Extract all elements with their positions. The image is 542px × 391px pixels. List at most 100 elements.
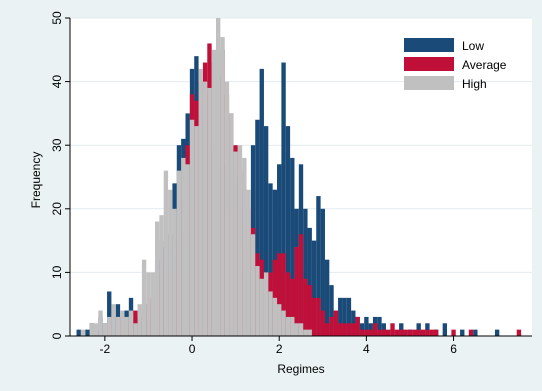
bar-high bbox=[172, 208, 177, 336]
bar-average bbox=[399, 329, 404, 336]
bar-high bbox=[307, 329, 312, 336]
bar-low bbox=[316, 196, 321, 336]
bar-low bbox=[277, 164, 282, 336]
bar-low bbox=[338, 297, 343, 336]
y-tick-label: 40 bbox=[50, 75, 64, 89]
bar-low bbox=[346, 297, 352, 336]
bar-high bbox=[290, 316, 295, 336]
bar-average bbox=[277, 253, 282, 336]
bar-low bbox=[259, 68, 264, 336]
legend-label-low: Low bbox=[462, 39, 484, 53]
y-axis-title: Frequency bbox=[29, 152, 43, 209]
bar-high bbox=[202, 81, 208, 336]
legend-swatch-high bbox=[404, 76, 454, 90]
bar-low bbox=[320, 208, 325, 336]
x-tick-label: 0 bbox=[189, 342, 196, 356]
bar-low bbox=[460, 329, 465, 336]
bar-low bbox=[329, 285, 334, 336]
bar-average bbox=[381, 329, 386, 336]
bar-average bbox=[372, 323, 378, 336]
bar-average bbox=[307, 285, 312, 336]
bar-high bbox=[80, 329, 86, 336]
bar-low bbox=[268, 183, 273, 336]
bar-average bbox=[364, 329, 369, 336]
x-axis-title: Regimes bbox=[277, 362, 324, 376]
bar-high bbox=[150, 272, 155, 336]
bar-low bbox=[307, 227, 312, 336]
bar-low bbox=[263, 126, 269, 337]
bar-average bbox=[359, 329, 365, 336]
axis-ticks: -2 0 2 4 6 0 10 20 30 40 50 bbox=[50, 11, 457, 356]
bar-high bbox=[198, 68, 203, 336]
bar-high bbox=[159, 215, 164, 336]
bar-average bbox=[377, 329, 382, 336]
bar-average bbox=[390, 323, 395, 336]
bar-average bbox=[351, 323, 356, 336]
bar-high bbox=[255, 266, 260, 336]
bar-high bbox=[298, 323, 304, 336]
bar-high bbox=[154, 221, 160, 336]
x-tick-label: -2 bbox=[100, 342, 111, 356]
bar-high bbox=[146, 272, 151, 336]
bar-average bbox=[281, 253, 286, 336]
bar-high bbox=[137, 304, 142, 336]
x-tick-label: 6 bbox=[450, 342, 457, 356]
histogram-bars bbox=[76, 18, 522, 337]
bar-high bbox=[220, 37, 225, 336]
bar-high bbox=[163, 170, 169, 336]
bar-average bbox=[333, 310, 339, 336]
bar-average bbox=[285, 272, 291, 336]
bar-average bbox=[403, 329, 408, 336]
bar-high bbox=[93, 323, 99, 336]
bar-average bbox=[303, 278, 308, 336]
y-tick-label: 50 bbox=[50, 11, 64, 25]
bar-average bbox=[355, 316, 360, 336]
bar-low bbox=[494, 329, 500, 336]
bar-average bbox=[433, 329, 439, 336]
bar-high bbox=[207, 87, 212, 337]
bar-high bbox=[216, 18, 221, 336]
bar-high bbox=[120, 310, 125, 336]
bar-high bbox=[189, 119, 195, 336]
y-tick-label: 0 bbox=[50, 332, 64, 339]
bar-high bbox=[141, 259, 147, 336]
legend-swatch-average bbox=[404, 57, 454, 71]
bar-high bbox=[277, 304, 282, 336]
bar-low bbox=[342, 297, 347, 336]
bar-high bbox=[285, 316, 291, 336]
legend-label-average: Average bbox=[462, 58, 507, 72]
bar-low bbox=[364, 316, 369, 336]
bar-low bbox=[285, 126, 291, 337]
bar-average bbox=[294, 246, 299, 336]
bar-average bbox=[338, 323, 343, 336]
bar-average bbox=[290, 278, 295, 336]
bar-high bbox=[242, 157, 247, 336]
bar-high bbox=[89, 323, 94, 336]
bar-average bbox=[385, 329, 391, 336]
legend: Low Average High bbox=[404, 38, 507, 91]
y-tick-label: 30 bbox=[50, 138, 64, 152]
bar-average bbox=[412, 329, 417, 336]
bar-high bbox=[294, 323, 299, 336]
bar-average bbox=[342, 323, 347, 336]
bar-low bbox=[107, 291, 112, 336]
bar-high bbox=[194, 126, 199, 337]
bar-average bbox=[420, 329, 426, 336]
y-tick-label: 10 bbox=[50, 265, 64, 279]
bar-high bbox=[128, 310, 134, 336]
bar-high bbox=[250, 234, 256, 336]
bar-average bbox=[346, 323, 352, 336]
bar-high bbox=[98, 310, 103, 336]
bar-high bbox=[303, 329, 308, 336]
bar-average bbox=[429, 329, 434, 336]
bar-high bbox=[211, 49, 217, 337]
bar-low bbox=[255, 119, 260, 336]
bar-average bbox=[516, 329, 522, 336]
bar-high bbox=[272, 297, 278, 336]
bar-high bbox=[259, 278, 264, 336]
bar-high bbox=[107, 316, 112, 336]
bar-high bbox=[229, 113, 234, 337]
bar-average bbox=[407, 329, 413, 336]
bar-high bbox=[246, 189, 251, 336]
